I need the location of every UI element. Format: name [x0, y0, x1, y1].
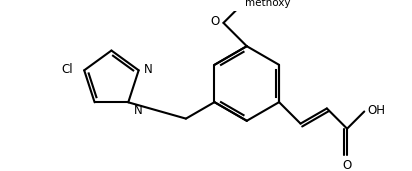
Text: O: O [210, 15, 219, 28]
Text: N: N [144, 63, 152, 76]
Text: O: O [342, 159, 352, 171]
Text: OH: OH [368, 104, 386, 117]
Text: Cl: Cl [61, 63, 73, 76]
Text: methoxy: methoxy [245, 0, 291, 8]
Text: N: N [133, 104, 142, 117]
